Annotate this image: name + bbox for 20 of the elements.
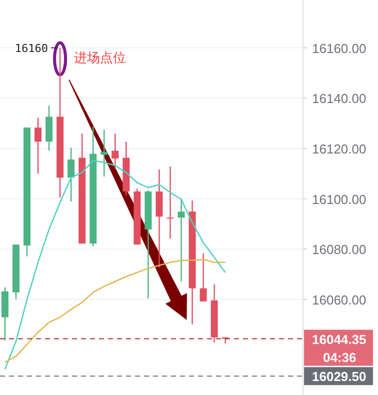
text: 04:36 bbox=[323, 350, 356, 365]
y-tick-label: 16140.00 bbox=[312, 91, 366, 106]
ref-line-label: 16044.35 bbox=[312, 332, 366, 347]
candlestick bbox=[68, 147, 75, 202]
ref-line-label: 16029.50 bbox=[312, 369, 366, 384]
line-series bbox=[4, 160, 226, 370]
candlestick bbox=[100, 128, 108, 178]
candlestick bbox=[178, 198, 185, 282]
annotation: 进场点位 bbox=[74, 50, 126, 65]
y-tick-label: 16160.00 bbox=[312, 40, 366, 56]
y-tick-label: 16100.00 bbox=[312, 192, 366, 207]
line-series bbox=[4, 258, 226, 363]
candlestick bbox=[200, 252, 207, 302]
candlestick bbox=[166, 166, 174, 240]
candlestick bbox=[34, 117, 42, 174]
y-tick-label: 16060.00 bbox=[312, 292, 366, 308]
candlestick bbox=[112, 132, 119, 170]
y-tick-label: 16120.00 bbox=[312, 141, 366, 156]
annotation: 16160 bbox=[14, 42, 48, 55]
y-tick-label: 16080.00 bbox=[312, 242, 366, 258]
